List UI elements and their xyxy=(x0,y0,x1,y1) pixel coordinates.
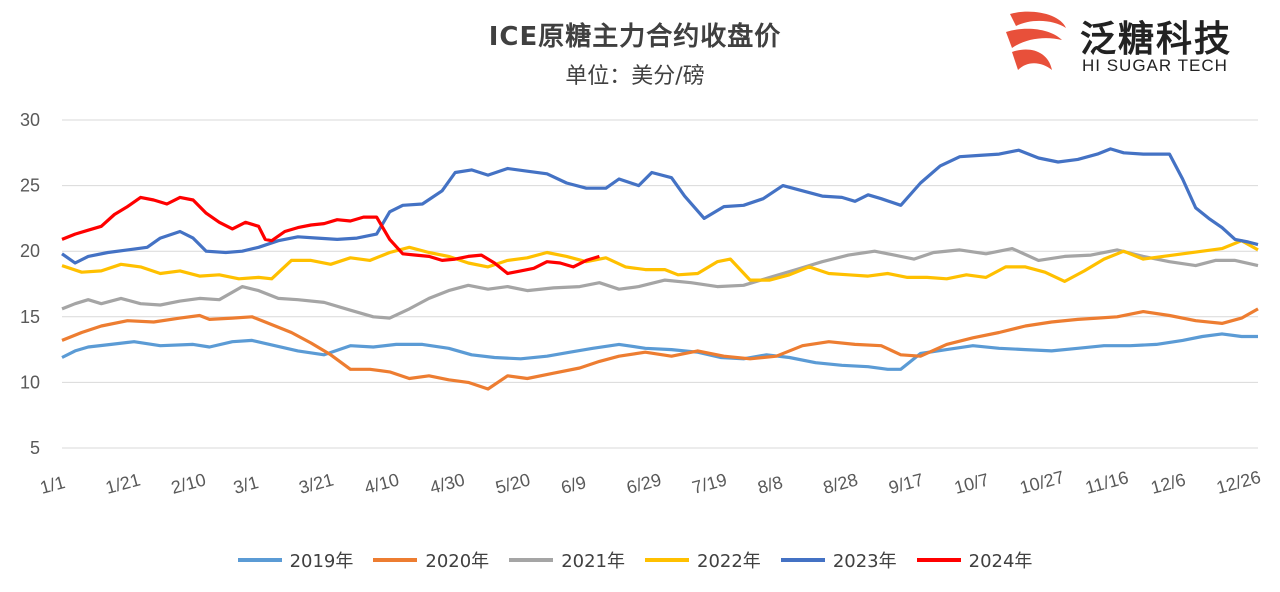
legend-swatch xyxy=(916,558,961,562)
y-tick-label: 25 xyxy=(20,176,40,196)
series-line-2020 xyxy=(61,307,1259,391)
legend-swatch xyxy=(509,558,554,562)
legend-swatch xyxy=(780,558,825,562)
legend-label: 2023年 xyxy=(832,551,897,572)
series-line-2021 xyxy=(61,247,1259,320)
x-tick-label: 1/21 xyxy=(103,469,142,497)
x-tick-label: 2/10 xyxy=(169,469,208,497)
x-tick-label: 12/6 xyxy=(1149,469,1188,497)
legend-label: 2022年 xyxy=(697,551,761,572)
x-tick-label: 10/27 xyxy=(1018,467,1067,498)
x-tick-label: 7/19 xyxy=(690,469,729,497)
legend-label: 2024年 xyxy=(968,551,1033,572)
gridlines xyxy=(62,119,1258,449)
chart-title: ICE原糖主力合约收盘价 xyxy=(488,22,782,52)
y-tick-label: 15 xyxy=(20,307,40,327)
x-tick-label: 6/29 xyxy=(624,469,663,497)
legend-item-2021: 2021年 xyxy=(509,547,625,573)
legend-item-2019: 2019年 xyxy=(237,547,354,573)
y-tick-label: 20 xyxy=(20,241,40,261)
y-tick-label: 5 xyxy=(30,438,40,458)
legend-item-2022: 2022年 xyxy=(645,547,761,573)
x-tick-label: 1/1 xyxy=(38,472,67,498)
legend-label: 2020年 xyxy=(425,551,490,572)
series-line-2024 xyxy=(61,195,600,276)
x-tick-label: 4/10 xyxy=(362,469,401,497)
series-lines xyxy=(61,147,1259,391)
legend-item-2020: 2020年 xyxy=(373,547,489,573)
series-line-2019 xyxy=(61,332,1258,371)
logo-swoosh-bottom xyxy=(1012,49,1052,70)
x-tick-label: 5/20 xyxy=(493,469,532,497)
y-tick-label: 10 xyxy=(20,372,40,392)
x-tick-label: 3/1 xyxy=(231,472,260,498)
company-logo: 泛糖科技 HI SUGAR TECH xyxy=(1002,10,1264,80)
x-tick-label: 4/30 xyxy=(428,469,467,497)
x-axis-ticks: 1/1 1/21 2/10 3/1 3/21 4/10 4/30 5/20 6/9 6/29 7/1… xyxy=(38,467,1263,498)
series-line-2022 xyxy=(61,239,1259,283)
legend-swatch xyxy=(237,558,282,562)
logo-swoosh-top xyxy=(1010,11,1066,28)
chart-legend: 2019年 2020年 2021年 2022年 2023年 2024年 xyxy=(0,546,1270,574)
x-tick-label: 11/16 xyxy=(1083,467,1130,498)
legend-swatch xyxy=(373,558,418,562)
logo-swoosh-mid xyxy=(1006,28,1062,48)
y-axis-ticks: 5 10 15 20 25 30 xyxy=(20,110,40,458)
x-tick-label: 12/26 xyxy=(1214,467,1263,498)
y-tick-label: 30 xyxy=(20,110,40,130)
series-line-2023 xyxy=(61,147,1259,265)
x-tick-label: 9/17 xyxy=(887,469,926,497)
legend-swatch xyxy=(645,558,689,562)
legend-item-2024: 2024年 xyxy=(916,547,1033,573)
logo-name-cn: 泛糖科技 xyxy=(1080,19,1233,60)
x-tick-label: 10/7 xyxy=(952,469,991,497)
x-tick-label: 6/9 xyxy=(559,472,588,498)
legend-label: 2021年 xyxy=(561,551,625,572)
x-tick-label: 3/21 xyxy=(297,469,336,497)
chart-subtitle: 单位：美分/磅 xyxy=(565,64,705,89)
x-tick-label: 8/8 xyxy=(755,472,784,498)
logo-name-en: HI SUGAR TECH xyxy=(1082,56,1228,75)
legend-item-2023: 2023年 xyxy=(780,547,897,573)
hi-sugar-logo-icon xyxy=(1006,11,1066,70)
x-tick-label: 8/28 xyxy=(821,469,860,497)
legend-label: 2019年 xyxy=(289,551,354,572)
